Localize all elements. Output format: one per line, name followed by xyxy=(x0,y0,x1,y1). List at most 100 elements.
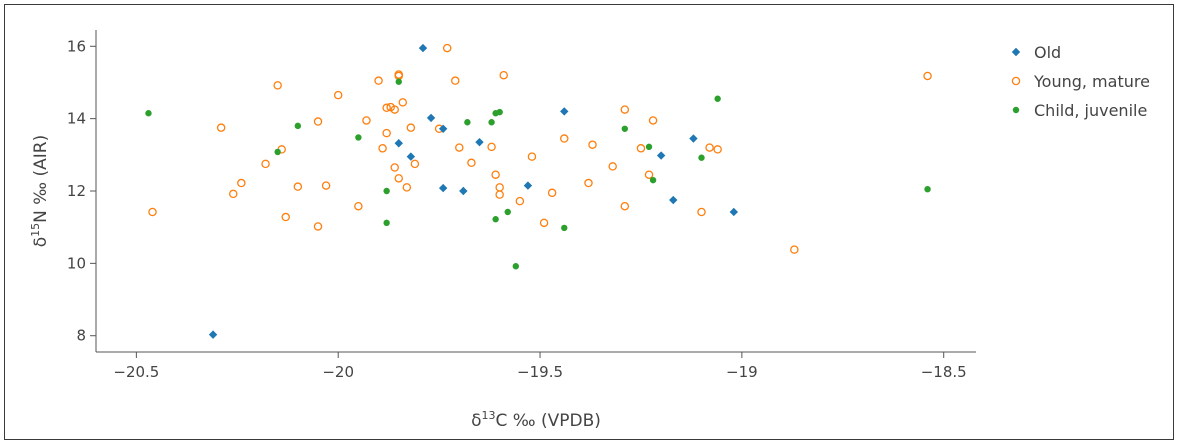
data-point xyxy=(539,218,549,228)
data-point xyxy=(649,176,657,184)
data-point xyxy=(355,134,362,141)
data-point xyxy=(790,245,799,254)
data-point xyxy=(729,207,738,217)
data-point xyxy=(418,43,428,53)
data-point xyxy=(362,116,371,125)
data-point xyxy=(410,159,420,169)
data-point xyxy=(273,81,282,90)
y-tick-label: 10 xyxy=(67,254,86,272)
data-point xyxy=(495,183,504,192)
data-point xyxy=(293,182,303,191)
y-ticks: 8 10 12 14 16 xyxy=(67,37,96,345)
data-point xyxy=(923,71,932,81)
legend-label: Old xyxy=(1034,43,1061,62)
data-point xyxy=(636,144,646,153)
data-point xyxy=(515,196,525,206)
data-point xyxy=(148,207,157,217)
data-point xyxy=(459,186,468,196)
data-point xyxy=(394,70,404,79)
data-point xyxy=(406,152,416,161)
data-point xyxy=(561,224,568,232)
data-point xyxy=(394,174,404,183)
legend-marker xyxy=(1011,47,1021,57)
data-point xyxy=(698,154,705,161)
x-ticks: −20.5 −20 −19.5 −19 −18.5 xyxy=(113,352,967,381)
data-point xyxy=(487,142,496,152)
y-axis-title: δ15N ‰ (AIR) xyxy=(29,135,51,247)
data-point xyxy=(208,330,218,339)
data-point xyxy=(705,143,714,152)
data-point xyxy=(495,190,504,199)
data-point xyxy=(669,195,678,205)
y-tick-label: 12 xyxy=(67,182,86,200)
data-point xyxy=(390,163,399,172)
x-tick-label: −18.5 xyxy=(921,363,967,381)
data-point xyxy=(560,107,569,116)
data-point xyxy=(313,117,323,126)
data-point xyxy=(261,159,270,169)
data-point xyxy=(504,208,511,216)
data-point xyxy=(382,128,391,138)
data-point xyxy=(294,122,302,130)
data-point xyxy=(523,181,533,190)
data-point xyxy=(560,134,569,143)
data-point xyxy=(547,188,557,198)
data-point xyxy=(237,178,246,188)
data-point xyxy=(383,187,390,195)
data-point xyxy=(394,139,403,148)
data-point xyxy=(714,95,721,102)
data-point xyxy=(584,178,593,188)
data-point xyxy=(145,110,152,117)
legend-label: Child, juvenile xyxy=(1034,101,1147,120)
data-point xyxy=(313,222,323,231)
data-point xyxy=(644,170,654,179)
x-tick-label: −19.5 xyxy=(517,363,563,381)
data-point xyxy=(512,263,520,270)
data-point xyxy=(464,119,471,126)
data-point xyxy=(656,151,666,160)
data-point xyxy=(382,103,391,113)
data-point xyxy=(491,170,500,179)
y-tick-label: 8 xyxy=(76,327,86,345)
data-point xyxy=(620,105,630,114)
data-point xyxy=(402,183,412,192)
data-point xyxy=(475,137,484,147)
data-point xyxy=(488,119,495,126)
data-point xyxy=(354,201,363,211)
legend-label: Young, mature xyxy=(1033,72,1150,91)
data-point xyxy=(383,219,390,227)
data-point xyxy=(438,124,448,133)
data-point xyxy=(924,185,931,193)
data-point xyxy=(621,125,629,132)
x-tick-label: −20 xyxy=(322,363,354,381)
data-point xyxy=(608,162,617,171)
data-point xyxy=(438,183,448,193)
data-point xyxy=(496,108,503,116)
x-tick-label: −19 xyxy=(726,363,758,381)
data-point xyxy=(492,216,499,223)
x-axis-title: δ13C ‰ (VPDB) xyxy=(471,409,601,431)
data-point xyxy=(390,105,399,114)
data-point xyxy=(648,116,658,125)
data-point xyxy=(374,76,383,85)
y-tick-label: 14 xyxy=(67,110,86,128)
data-point xyxy=(527,152,537,161)
data-point xyxy=(451,76,460,85)
data-point xyxy=(395,78,402,85)
legend-marker xyxy=(1011,76,1021,86)
data-point xyxy=(281,212,290,222)
data-point xyxy=(455,143,464,152)
figure-frame xyxy=(4,4,1174,440)
data-point xyxy=(689,134,698,143)
data-point xyxy=(713,145,722,154)
data-point xyxy=(398,98,408,107)
data-point xyxy=(442,43,452,53)
data-point xyxy=(620,201,630,211)
data-point xyxy=(321,181,331,190)
legend-marker xyxy=(1012,106,1020,114)
data-point xyxy=(697,207,706,217)
data-point xyxy=(216,123,226,132)
data-point xyxy=(406,123,416,132)
y-tick-label: 16 xyxy=(67,37,86,55)
